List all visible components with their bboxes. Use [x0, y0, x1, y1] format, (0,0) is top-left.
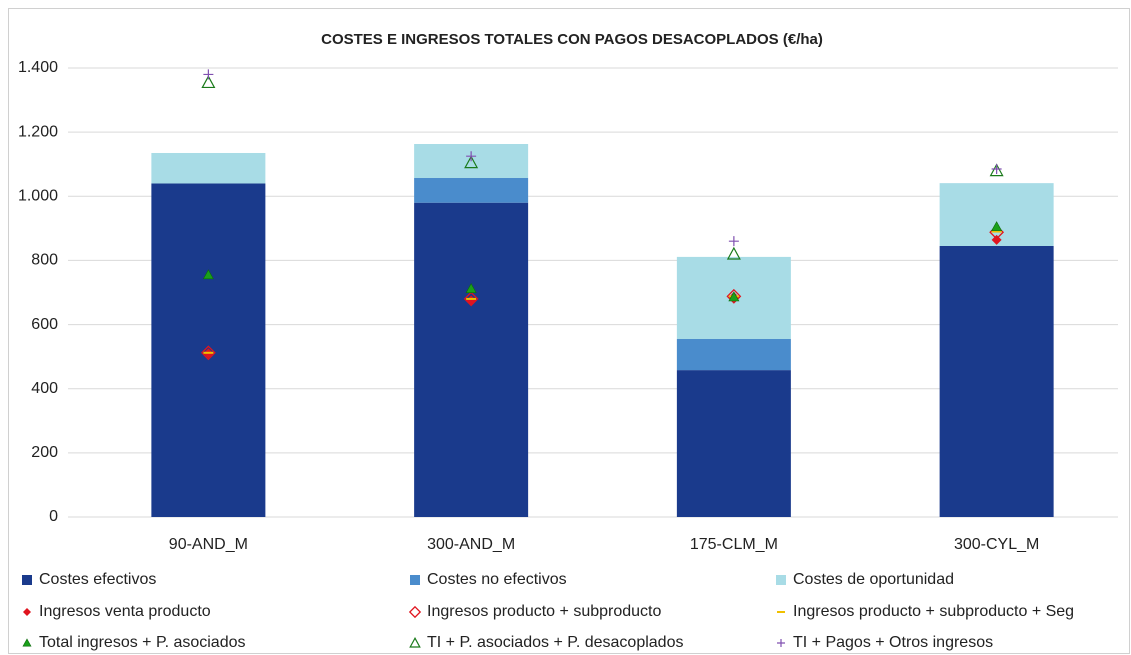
legend-label: Ingresos producto + subproducto [427, 603, 661, 620]
y-tick-label: 1.400 [18, 59, 58, 76]
legend-label: TI + P. asociados + P. desacoplados [427, 634, 683, 651]
legend-label: Costes no efectivos [427, 571, 567, 588]
bar-segment [151, 152, 266, 184]
x-tick-label: 300-CYL_M [954, 536, 1039, 553]
marker [202, 269, 214, 280]
y-tick-label: 1.200 [18, 123, 58, 140]
legend-swatch [776, 575, 786, 585]
marker [464, 155, 479, 169]
legend-label: Costes efectivos [39, 571, 156, 588]
bar-segment [414, 178, 529, 203]
legend-label: Ingresos producto + subproducto + Seg [793, 603, 1074, 620]
legend-label: Total ingresos + P. asociados [39, 634, 246, 651]
y-tick-label: 800 [31, 252, 58, 269]
bar-segment [939, 245, 1054, 517]
marker [408, 605, 422, 619]
x-tick-label: 300-AND_M [427, 536, 515, 553]
marker [726, 246, 741, 260]
chart-title: COSTES E INGRESOS TOTALES CON PAGOS DESA… [321, 31, 823, 48]
marker [409, 636, 421, 648]
y-tick-label: 1.000 [18, 188, 58, 205]
marker [989, 163, 1004, 177]
y-tick-label: 600 [31, 316, 58, 333]
y-tick-label: 0 [49, 508, 58, 525]
marker [991, 234, 1002, 245]
marker [465, 283, 477, 293]
x-tick-label: 90-AND_M [169, 536, 248, 553]
legend-label: Costes de oportunidad [793, 571, 954, 588]
y-tick-label: 400 [31, 380, 58, 397]
marker [200, 345, 216, 361]
marker [991, 221, 1003, 232]
bar-segment [676, 370, 791, 517]
legend-swatch [410, 575, 420, 585]
marker [728, 291, 740, 302]
marker [22, 638, 32, 647]
marker [203, 69, 214, 80]
x-tick-label: 175-CLM_M [690, 536, 778, 553]
marker [463, 291, 479, 307]
marker [728, 236, 739, 247]
marker [201, 75, 216, 89]
marker [777, 639, 785, 647]
legend-label: Ingresos venta producto [39, 603, 211, 620]
bar-segment [414, 202, 529, 517]
marker [466, 151, 477, 162]
bar-segment [676, 339, 791, 371]
legend-swatch [22, 575, 32, 585]
legend-label: TI + Pagos + Otros ingresos [793, 634, 993, 651]
y-tick-label: 200 [31, 444, 58, 461]
marker [23, 608, 31, 616]
marker [991, 164, 1002, 175]
marker [726, 288, 742, 304]
